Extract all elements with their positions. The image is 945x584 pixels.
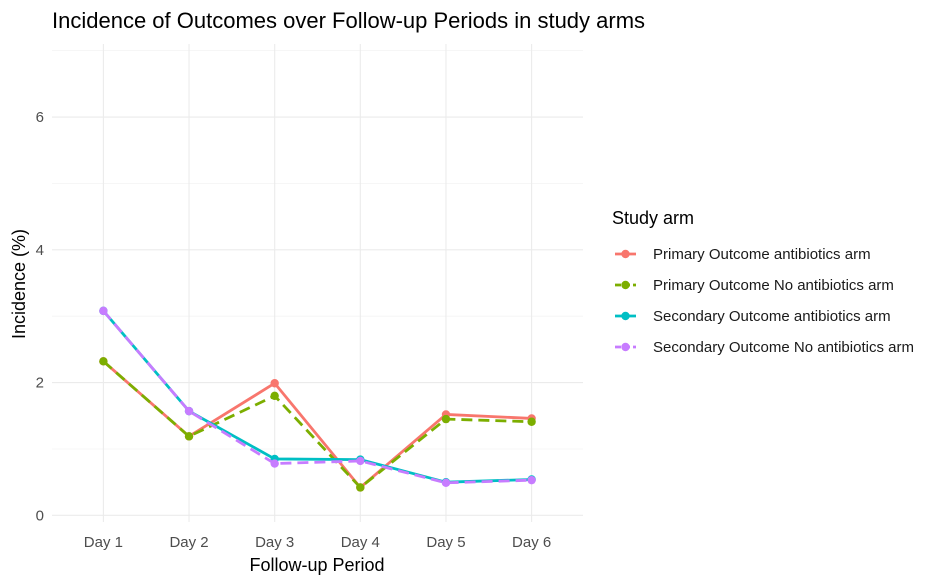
legend-label: Secondary Outcome antibiotics arm bbox=[653, 308, 891, 325]
data-point bbox=[356, 456, 365, 466]
x-tick-label: Day 4 bbox=[341, 534, 380, 551]
legend-key-point bbox=[621, 280, 630, 290]
series-4 bbox=[99, 306, 536, 488]
legend-item: Secondary Outcome No antibiotics arm bbox=[615, 339, 914, 356]
legend-label: Primary Outcome antibiotics arm bbox=[653, 246, 871, 263]
legend-label: Primary Outcome No antibiotics arm bbox=[653, 277, 894, 294]
legend-label: Secondary Outcome No antibiotics arm bbox=[653, 339, 914, 356]
data-point bbox=[441, 414, 451, 424]
series-line bbox=[102, 309, 532, 485]
x-tick-label: Day 6 bbox=[512, 534, 551, 551]
y-axis-title: Incidence (%) bbox=[9, 229, 29, 339]
series-line bbox=[102, 360, 532, 489]
series-layer bbox=[99, 306, 536, 492]
data-point bbox=[356, 483, 365, 492]
series-1 bbox=[99, 357, 536, 492]
chart-title: Incidence of Outcomes over Follow-up Per… bbox=[52, 8, 645, 33]
data-point bbox=[270, 459, 279, 468]
legend-item: Primary Outcome No antibiotics arm bbox=[615, 277, 894, 294]
legend-key-point bbox=[621, 249, 630, 259]
axis-ticks: 0 2 4 6 Day 1 Day 2 Day 3 Day 4 Day 5 Day 6 bbox=[36, 109, 552, 551]
series-line bbox=[102, 360, 532, 489]
legend-item: Primary Outcome antibiotics arm bbox=[615, 246, 871, 263]
series-line bbox=[102, 309, 532, 484]
legend: Study arm Primary Outcome antibiotics ar… bbox=[612, 208, 914, 356]
series-2 bbox=[99, 357, 536, 492]
y-tick-label: 2 bbox=[36, 375, 44, 392]
y-tick-label: 0 bbox=[36, 507, 44, 524]
x-axis-title: Follow-up Period bbox=[249, 555, 384, 575]
x-tick-label: Day 2 bbox=[169, 534, 208, 551]
data-point bbox=[270, 391, 279, 401]
legend-items: Primary Outcome antibiotics arm Primary O… bbox=[615, 246, 914, 356]
x-tick-label: Day 1 bbox=[84, 534, 123, 551]
x-tick-label: Day 3 bbox=[255, 534, 294, 551]
y-tick-label: 6 bbox=[36, 109, 44, 126]
data-point bbox=[270, 379, 279, 388]
data-point bbox=[441, 478, 451, 488]
legend-item: Secondary Outcome antibiotics arm bbox=[615, 308, 891, 325]
data-point bbox=[527, 417, 536, 426]
legend-key-point bbox=[621, 311, 630, 321]
x-tick-label: Day 5 bbox=[426, 534, 465, 551]
data-point bbox=[527, 475, 536, 485]
legend-title: Study arm bbox=[612, 208, 694, 228]
data-point bbox=[184, 432, 194, 441]
y-tick-label: 4 bbox=[36, 242, 44, 259]
series-3 bbox=[99, 306, 536, 487]
legend-key-point bbox=[621, 342, 630, 352]
data-point bbox=[184, 406, 194, 416]
data-point bbox=[99, 306, 108, 316]
data-point bbox=[99, 357, 108, 366]
grid bbox=[52, 44, 583, 522]
